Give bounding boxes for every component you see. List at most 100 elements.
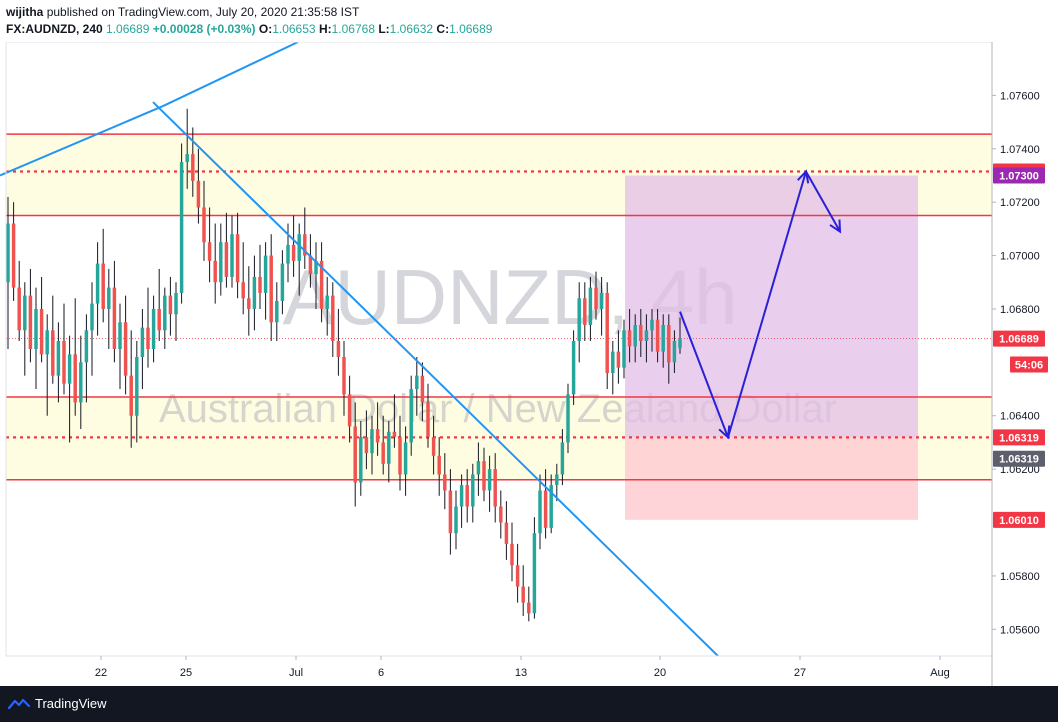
candle[interactable] xyxy=(230,215,234,288)
candle[interactable] xyxy=(280,250,285,315)
candle[interactable] xyxy=(594,271,598,320)
candle[interactable] xyxy=(342,340,346,416)
candle[interactable] xyxy=(179,143,184,304)
candle[interactable] xyxy=(303,207,307,269)
candle[interactable] xyxy=(39,276,44,363)
author-name[interactable]: wijitha xyxy=(6,5,44,19)
candle[interactable] xyxy=(17,260,21,341)
candle[interactable] xyxy=(566,383,570,454)
candle[interactable] xyxy=(431,415,436,475)
trendline-3[interactable] xyxy=(162,42,299,107)
candle[interactable] xyxy=(252,255,257,331)
candle[interactable] xyxy=(605,282,609,390)
candle[interactable] xyxy=(644,314,649,363)
candle[interactable] xyxy=(140,308,145,390)
candle[interactable] xyxy=(263,242,268,320)
candle[interactable] xyxy=(403,426,408,496)
candle[interactable] xyxy=(426,383,430,448)
candle[interactable] xyxy=(454,490,458,550)
candle[interactable] xyxy=(588,276,593,341)
candle[interactable] xyxy=(319,242,324,323)
candle[interactable] xyxy=(62,303,66,395)
candle[interactable] xyxy=(213,223,217,304)
symbol-interval[interactable]: FX:AUDNZD, 240 xyxy=(6,22,103,36)
candle[interactable] xyxy=(247,266,251,336)
candle[interactable] xyxy=(123,295,128,395)
candle[interactable] xyxy=(583,282,587,341)
candle[interactable] xyxy=(51,295,55,384)
candle[interactable] xyxy=(67,335,72,443)
candle[interactable] xyxy=(23,282,27,376)
candle[interactable] xyxy=(443,453,447,510)
candle[interactable] xyxy=(487,455,492,512)
candle[interactable] xyxy=(381,415,385,475)
candle[interactable] xyxy=(325,276,329,336)
candle[interactable] xyxy=(353,402,357,507)
candle[interactable] xyxy=(678,317,682,354)
candle[interactable] xyxy=(28,268,33,363)
candle[interactable] xyxy=(34,287,38,390)
candle[interactable] xyxy=(235,212,240,299)
candle[interactable] xyxy=(191,127,195,197)
candle[interactable] xyxy=(241,242,245,315)
candle[interactable] xyxy=(56,322,61,403)
candle[interactable] xyxy=(448,469,453,555)
candle[interactable] xyxy=(661,314,665,368)
candle[interactable] xyxy=(538,474,542,550)
candle[interactable] xyxy=(510,522,514,582)
candle[interactable] xyxy=(655,308,660,363)
position-stop-zone[interactable] xyxy=(625,437,918,520)
candle[interactable] xyxy=(6,196,10,349)
trendline-1[interactable] xyxy=(0,105,164,177)
candle[interactable] xyxy=(308,234,313,288)
candle[interactable] xyxy=(560,429,565,486)
tradingview-logo[interactable]: TradingView xyxy=(8,696,107,711)
candle[interactable] xyxy=(207,207,212,283)
candle[interactable] xyxy=(79,335,83,430)
candle[interactable] xyxy=(482,447,486,502)
candle[interactable] xyxy=(415,357,419,416)
projection-path[interactable] xyxy=(679,170,841,439)
candle[interactable] xyxy=(493,453,497,523)
candle[interactable] xyxy=(151,295,156,363)
candle[interactable] xyxy=(471,463,475,523)
candle[interactable] xyxy=(375,402,380,456)
candle[interactable] xyxy=(314,242,318,309)
candle[interactable] xyxy=(672,330,677,374)
candle[interactable] xyxy=(459,474,464,528)
candle[interactable] xyxy=(639,308,643,358)
candle[interactable] xyxy=(269,234,273,341)
candle[interactable] xyxy=(118,303,122,390)
candle[interactable] xyxy=(398,415,402,491)
candle[interactable] xyxy=(465,469,469,523)
candle[interactable] xyxy=(549,474,553,534)
candle[interactable] xyxy=(611,340,615,395)
candle[interactable] xyxy=(532,517,537,619)
candle[interactable] xyxy=(11,202,16,301)
candle[interactable] xyxy=(527,586,531,622)
price-chart[interactable]: AUDNZD, 4h Australian Dollar / New Zeala… xyxy=(0,42,1058,686)
candle[interactable] xyxy=(499,490,503,539)
candle[interactable] xyxy=(163,287,167,349)
candle[interactable] xyxy=(476,442,481,496)
trendline-2[interactable] xyxy=(152,101,719,657)
candle[interactable] xyxy=(622,319,626,379)
candle[interactable] xyxy=(359,421,363,496)
candle[interactable] xyxy=(258,244,262,309)
candle[interactable] xyxy=(196,148,201,224)
candle[interactable] xyxy=(577,282,581,363)
candle[interactable] xyxy=(291,215,296,277)
candle[interactable] xyxy=(515,543,520,603)
candle[interactable] xyxy=(543,469,548,539)
candle[interactable] xyxy=(627,308,632,363)
candle[interactable] xyxy=(90,282,94,376)
candle[interactable] xyxy=(650,308,654,352)
candle[interactable] xyxy=(633,314,637,363)
candle[interactable] xyxy=(297,223,301,296)
candle[interactable] xyxy=(555,463,559,502)
candle[interactable] xyxy=(112,260,117,363)
candle[interactable] xyxy=(174,282,178,341)
candle[interactable] xyxy=(185,108,189,189)
candle[interactable] xyxy=(437,437,441,496)
candle[interactable] xyxy=(370,415,374,475)
